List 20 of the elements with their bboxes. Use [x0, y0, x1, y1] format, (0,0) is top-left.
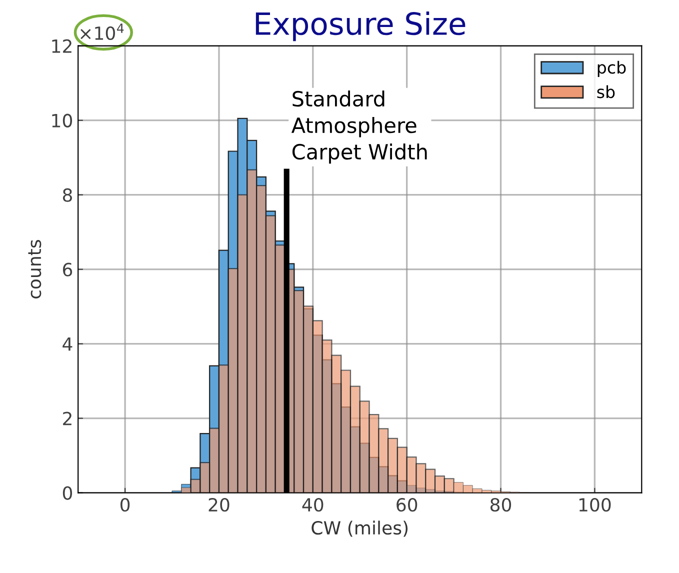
text: ×10$^{4}$ — [80, 24, 124, 40]
y-tick-label: 4 — [62, 337, 72, 351]
x-tick-label: 0 — [120, 498, 130, 512]
x-axis-title: CW (miles) — [312, 520, 408, 537]
y-tick-label: 6 — [62, 262, 72, 276]
y-tick-label: 8 — [62, 188, 72, 202]
x-tick-label: 80 — [490, 498, 512, 512]
legend-label: pcb — [598, 60, 626, 77]
legend-label: sb — [597, 85, 615, 98]
x-tick-label: 20 — [208, 498, 230, 512]
y-tick-label: 0 — [62, 486, 72, 500]
y-axis-title: counts — [28, 240, 42, 298]
y-tick-label: 12 — [52, 39, 72, 53]
x-tick-label: 60 — [396, 498, 418, 512]
x-tick-label: 100 — [579, 498, 611, 512]
x-tick-label: 40 — [302, 498, 324, 512]
chart-title: Exposure Size — [256, 12, 466, 42]
y-tick-label: 2 — [63, 412, 72, 426]
y-tick-label: 10 — [52, 114, 72, 128]
ref-line-label: Standard Atmosphere Carpet Width — [291, 90, 427, 164]
